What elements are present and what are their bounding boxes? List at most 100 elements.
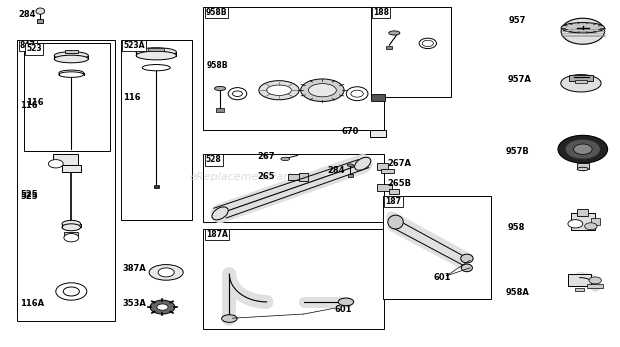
Ellipse shape — [215, 86, 226, 91]
Ellipse shape — [55, 52, 88, 59]
Circle shape — [150, 300, 175, 314]
Text: 284: 284 — [19, 10, 36, 19]
Text: 957A: 957A — [507, 75, 531, 84]
Circle shape — [558, 135, 608, 163]
Text: 116: 116 — [26, 98, 43, 107]
Text: 958B: 958B — [206, 8, 228, 17]
Bar — [203, 229, 384, 329]
Text: 525: 525 — [20, 192, 38, 201]
Text: 265B: 265B — [388, 179, 412, 188]
Bar — [348, 174, 353, 177]
Circle shape — [157, 304, 168, 310]
Circle shape — [351, 90, 363, 97]
Bar — [569, 75, 593, 81]
Text: 601: 601 — [434, 273, 451, 282]
Bar — [136, 52, 176, 56]
Ellipse shape — [259, 81, 299, 100]
Ellipse shape — [59, 72, 84, 77]
Bar — [377, 163, 388, 170]
Bar — [216, 108, 224, 112]
Bar — [24, 43, 110, 151]
Text: 958A: 958A — [505, 288, 529, 297]
Bar — [371, 130, 386, 137]
Bar — [37, 19, 43, 23]
Text: 116: 116 — [123, 93, 140, 102]
Bar — [371, 94, 385, 101]
Bar — [575, 288, 584, 291]
Text: 265: 265 — [257, 172, 275, 181]
Ellipse shape — [389, 31, 400, 35]
Bar — [148, 48, 164, 51]
Bar — [121, 40, 192, 220]
Bar — [577, 209, 588, 216]
Text: 958B: 958B — [206, 61, 228, 70]
Ellipse shape — [561, 75, 601, 92]
Bar — [577, 163, 589, 169]
Ellipse shape — [355, 157, 371, 170]
Text: 387A: 387A — [123, 264, 146, 273]
Ellipse shape — [143, 65, 170, 71]
Bar — [377, 184, 392, 191]
Ellipse shape — [419, 38, 436, 49]
Ellipse shape — [347, 164, 353, 167]
Ellipse shape — [346, 87, 368, 101]
Ellipse shape — [222, 315, 237, 322]
Bar — [65, 50, 78, 53]
Text: 523A: 523A — [123, 41, 145, 50]
Circle shape — [568, 220, 583, 228]
Bar — [62, 224, 81, 227]
Circle shape — [565, 139, 600, 159]
Ellipse shape — [55, 55, 88, 63]
Circle shape — [63, 287, 79, 296]
Bar — [386, 46, 392, 49]
Text: 957: 957 — [508, 16, 526, 25]
Bar — [571, 213, 595, 230]
Ellipse shape — [62, 220, 81, 227]
Text: 116A: 116A — [20, 299, 45, 308]
Circle shape — [574, 144, 592, 154]
Text: 267: 267 — [257, 152, 275, 161]
Ellipse shape — [461, 264, 472, 272]
Bar — [288, 174, 301, 180]
Ellipse shape — [281, 157, 290, 161]
Circle shape — [158, 268, 174, 277]
Bar — [588, 284, 603, 288]
Ellipse shape — [149, 264, 184, 280]
Ellipse shape — [59, 70, 84, 76]
Ellipse shape — [267, 85, 291, 95]
Bar — [55, 56, 89, 59]
Ellipse shape — [309, 84, 336, 97]
Ellipse shape — [339, 298, 353, 306]
Bar — [381, 169, 394, 173]
Text: eReplacementParts.com: eReplacementParts.com — [189, 172, 326, 182]
Ellipse shape — [62, 224, 81, 231]
Text: 116: 116 — [20, 101, 38, 110]
Bar — [53, 154, 78, 165]
Bar — [371, 7, 451, 97]
Circle shape — [56, 283, 87, 300]
Text: 528: 528 — [206, 155, 221, 164]
Text: 601: 601 — [335, 305, 352, 314]
Ellipse shape — [212, 207, 228, 220]
Text: 188: 188 — [373, 8, 389, 17]
Text: 523: 523 — [26, 44, 42, 53]
Ellipse shape — [461, 254, 473, 263]
Bar — [154, 185, 159, 188]
Bar — [383, 196, 491, 299]
Text: 958: 958 — [507, 223, 525, 232]
Ellipse shape — [577, 167, 588, 171]
Ellipse shape — [388, 215, 403, 229]
Ellipse shape — [561, 18, 604, 44]
Bar — [299, 173, 309, 181]
Text: 187: 187 — [386, 197, 402, 206]
Bar — [203, 7, 384, 130]
Text: 525: 525 — [20, 190, 38, 199]
Ellipse shape — [228, 88, 247, 100]
Bar — [389, 189, 399, 194]
Text: 957B: 957B — [505, 147, 529, 156]
Circle shape — [589, 277, 601, 284]
Circle shape — [232, 91, 242, 96]
Bar — [591, 218, 600, 225]
Bar — [203, 154, 384, 222]
Ellipse shape — [136, 48, 177, 56]
